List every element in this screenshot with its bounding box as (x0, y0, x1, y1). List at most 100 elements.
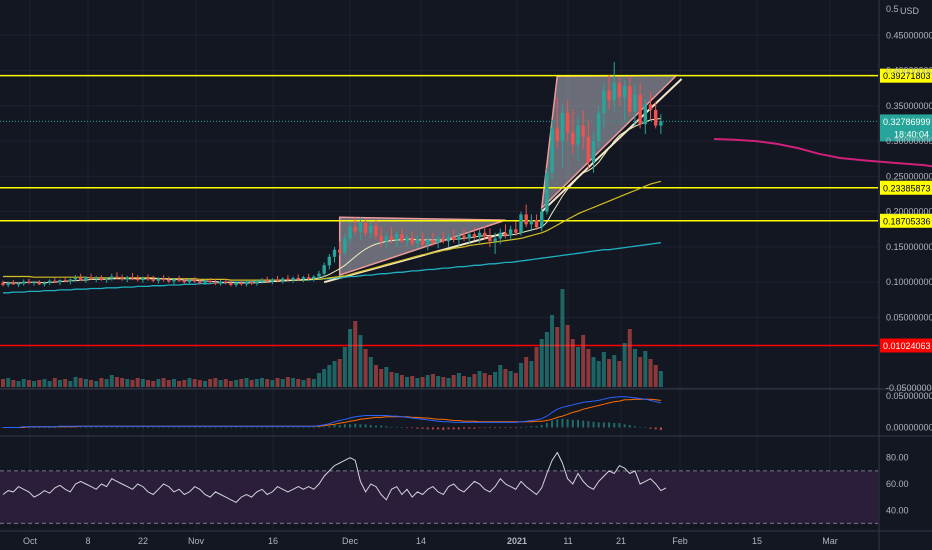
candle-body (47, 280, 52, 283)
volume-bar (234, 380, 239, 387)
volume-bar (177, 381, 182, 387)
candle-body (130, 277, 135, 279)
time-tick-label: Nov (188, 536, 205, 546)
candle-body (524, 214, 528, 225)
volume-bar (239, 379, 244, 387)
volume-bar (513, 373, 518, 387)
candle-body (291, 277, 295, 281)
volume-bar (632, 349, 637, 387)
macd-histogram-bar (463, 427, 466, 429)
candle-body (451, 237, 456, 240)
candle-body (379, 235, 383, 242)
volume-bar (586, 349, 591, 387)
macd-histogram-bar (551, 420, 554, 428)
volume-bar (135, 378, 140, 387)
macd-histogram-bar (514, 427, 517, 429)
volume-bar (436, 376, 441, 387)
candle-body (37, 282, 41, 285)
candle-body (545, 172, 549, 212)
candle-body (462, 235, 466, 239)
candle-body (534, 220, 539, 228)
volume-bar (472, 374, 477, 387)
candle-body (607, 90, 611, 101)
candle-body (260, 280, 264, 282)
candle-body (322, 265, 326, 274)
volume-bar (208, 379, 213, 387)
macd-histogram-bar (198, 427, 201, 429)
macd-histogram-bar (84, 427, 87, 429)
macd-histogram-bar (90, 427, 93, 429)
candle-body (182, 280, 186, 283)
macd-histogram-bar (369, 424, 372, 428)
candles (1, 62, 663, 288)
volume-bar (260, 378, 264, 387)
candle-body (84, 277, 88, 281)
horizontal-lines[interactable] (0, 74, 878, 347)
macd-histogram-bar (172, 427, 175, 429)
macd-histogram-bar (95, 427, 98, 429)
macd-histogram-bar (421, 427, 424, 429)
candle-body (353, 227, 357, 232)
macd-histogram-bar (110, 427, 113, 429)
volume-bar (581, 335, 586, 387)
macd-histogram-bar (639, 426, 642, 428)
macd-histogram-bar (447, 427, 450, 430)
currency-label[interactable]: USD (900, 6, 920, 16)
volume-bar (125, 379, 130, 387)
volume-bar (37, 380, 42, 387)
volume-bar (410, 376, 415, 387)
time-tick-label: 11 (563, 536, 572, 546)
volume-bar (146, 380, 151, 387)
volume-bar (348, 329, 353, 387)
candle-body (141, 277, 145, 281)
volume-bar (16, 381, 21, 387)
volume-bar (394, 373, 399, 387)
volume-bar (524, 357, 529, 387)
volume-bar (560, 289, 565, 387)
time-axis[interactable]: Oct 8 22 Nov 16 Dec 14 2021 11 21 Feb 15 Mar (23, 536, 838, 546)
candle-body (306, 277, 311, 279)
support-mid-label-bg (880, 180, 932, 195)
candle-body (156, 278, 161, 281)
candle-body (68, 279, 73, 282)
volume-bar (21, 379, 26, 387)
candle-body (203, 280, 207, 283)
volume-bar (570, 339, 575, 387)
candle-body (394, 234, 399, 240)
candle-body (296, 277, 300, 280)
volume-bar (456, 373, 461, 387)
candle-body (22, 281, 26, 284)
price-axis[interactable]: USD 0.39271803 0.23385873 0.18705336 0.0102… (880, 4, 932, 515)
volume-bar (493, 372, 498, 387)
macd-histogram-bar (193, 427, 196, 429)
candle-body (270, 279, 275, 282)
candle-body (405, 237, 409, 242)
macd-pane (2, 396, 662, 430)
volume-bar (430, 374, 435, 387)
candle-body (177, 279, 181, 281)
ma-fast-line (2, 118, 661, 284)
candle-body (550, 128, 554, 173)
volume-bar (187, 378, 192, 387)
macd-histogram-bar (395, 426, 398, 428)
macd-histogram-bar (488, 427, 491, 429)
volume-bar (161, 378, 166, 387)
candle-body (617, 83, 622, 98)
volume-bar (265, 379, 270, 387)
macd-histogram-bar (53, 427, 56, 429)
macd-histogram-bar (592, 421, 595, 428)
macd-histogram-bar (587, 421, 590, 428)
candle-body (638, 94, 642, 125)
macd-histogram-bar (561, 418, 564, 428)
time-tick-label: 16 (268, 536, 278, 546)
projection-curve (713, 138, 932, 168)
volume-bar (166, 380, 171, 387)
macd-histogram-bar (416, 427, 419, 429)
price-tick-label: 0.45000000 (886, 30, 932, 40)
candle-body (125, 277, 130, 280)
volume-bar (94, 381, 99, 387)
volume-bar (487, 375, 492, 387)
volume-bar (601, 352, 606, 387)
volume-bar (575, 347, 580, 387)
